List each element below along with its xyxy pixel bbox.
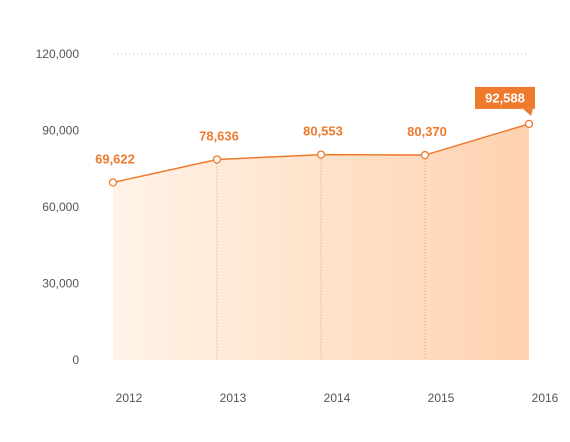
data-point: [316, 150, 326, 159]
x-tick-label: 2012: [116, 391, 143, 405]
y-tick-label: 90,000: [42, 124, 79, 138]
data-label: 92,588: [485, 90, 525, 105]
x-tick-label: 2016: [532, 391, 559, 405]
highlight-label-box: [475, 86, 535, 109]
data-point: [420, 150, 430, 160]
data-label: 78,636: [199, 128, 239, 143]
data-label: 80,553: [303, 124, 343, 139]
x-tick-label: 2013: [220, 391, 247, 405]
highlight-label-pointer: [523, 108, 533, 116]
data-point: [212, 155, 222, 164]
data-label: 80,370: [407, 124, 447, 139]
data-point: [108, 178, 118, 187]
x-tick-label: 2015: [428, 391, 455, 405]
y-tick-label: 0: [72, 353, 79, 367]
x-tick-label: 2014: [324, 391, 351, 405]
data-label: 69,622: [95, 151, 135, 166]
data-point: [524, 119, 534, 129]
y-tick-label: 30,000: [42, 277, 79, 291]
y-tick-label: 60,000: [42, 200, 79, 214]
y-tick-label: 120,000: [36, 47, 80, 61]
